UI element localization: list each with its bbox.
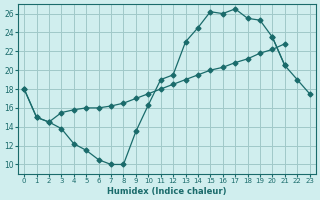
X-axis label: Humidex (Indice chaleur): Humidex (Indice chaleur) [107,187,227,196]
